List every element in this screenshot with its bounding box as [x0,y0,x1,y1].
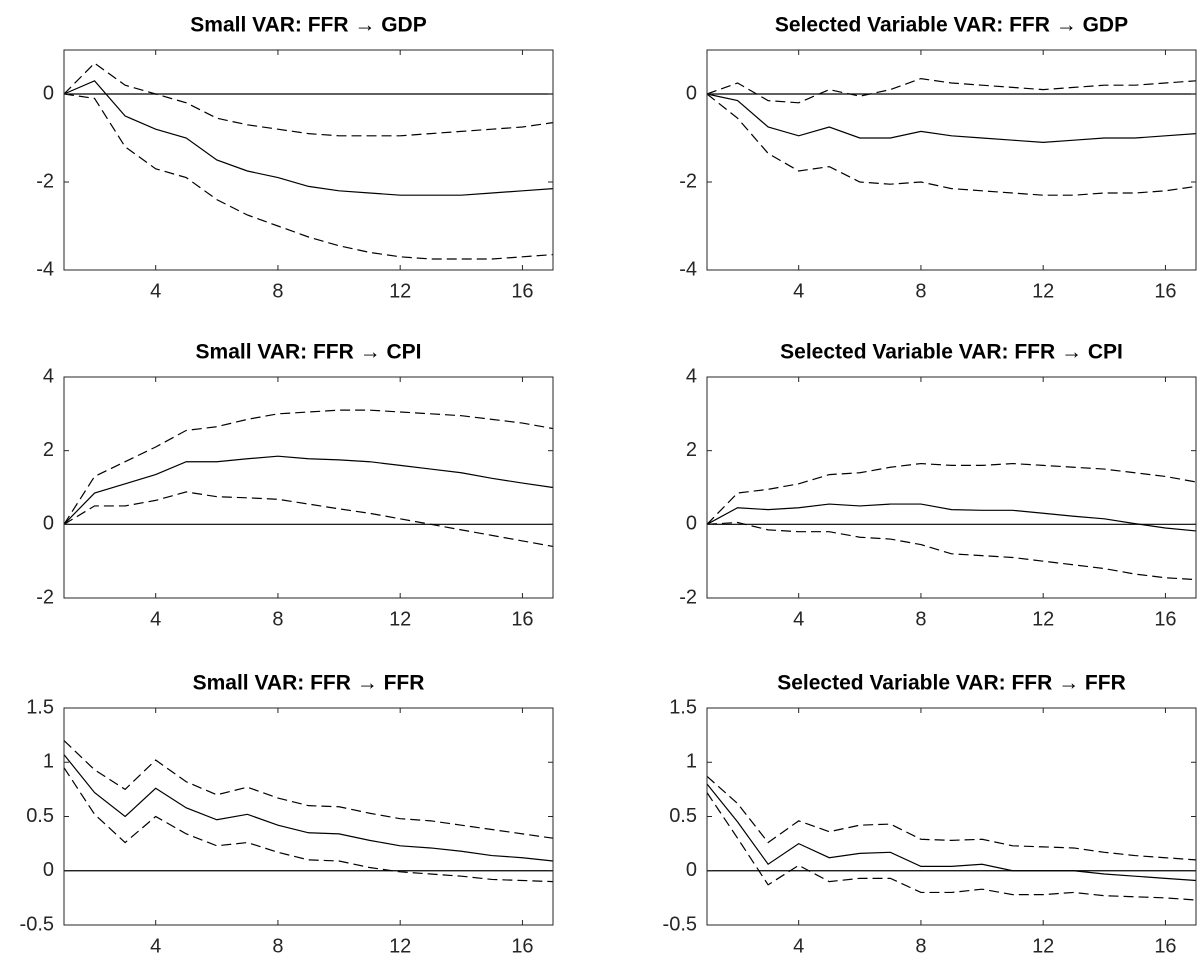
y-tick-label: 1.5 [669,696,697,718]
x-tick-label: 4 [150,608,161,630]
series-line [63,93,554,260]
x-tick-label: 12 [1032,935,1054,957]
y-tick-label: 2 [43,439,54,461]
x-tick-label: 4 [793,280,804,302]
x-tick-label: 8 [915,608,926,630]
y-tick-label: 0 [686,82,697,104]
y-tick-label: 0 [43,82,54,104]
chart-title: Selected Variable VAR: FFR → GDP [775,14,1128,37]
x-tick-label: 12 [389,608,411,630]
x-tick-label: 8 [915,280,926,302]
y-tick-label: -4 [679,258,697,280]
y-tick-label: 0 [686,859,697,881]
x-tick-label: 4 [150,935,161,957]
y-tick-label: -0.5 [20,913,54,935]
y-tick-label: 0.5 [26,805,54,827]
y-tick-label: -2 [36,170,54,192]
x-tick-label: 16 [511,608,533,630]
chart-title: Small VAR: FFR → FFR [193,672,425,695]
axes-frame [63,49,554,271]
y-tick-label: 1.5 [26,696,54,718]
x-tick-label: 8 [272,280,283,302]
x-tick-label: 12 [1032,280,1054,302]
y-tick-label: -0.5 [663,913,697,935]
axes-frame [63,376,554,599]
y-tick-label: 0.5 [669,805,697,827]
chart-title: Selected Variable VAR: FFR → CPI [780,341,1123,364]
y-tick-label: 4 [686,365,697,387]
series-line [63,740,554,839]
series-line [63,62,554,137]
series-line [706,783,1197,882]
x-tick-label: 8 [915,935,926,957]
series-line [706,775,1197,861]
x-tick-label: 16 [1154,935,1176,957]
x-tick-label: 16 [1154,280,1176,302]
series-line [706,792,1197,901]
x-tick-label: 4 [150,280,161,302]
x-tick-label: 8 [272,935,283,957]
series-line [63,409,554,525]
series-line [63,767,554,883]
series-line [63,754,554,862]
y-tick-label: -4 [36,258,54,280]
series-line [706,503,1197,532]
y-tick-label: -2 [679,586,697,608]
series-line [63,491,554,548]
y-tick-label: 1 [43,751,54,773]
series-line [63,455,554,525]
x-tick-label: 12 [389,935,411,957]
y-tick-label: 0 [43,859,54,881]
x-tick-label: 16 [511,935,533,957]
x-tick-label: 16 [511,280,533,302]
y-tick-label: 1 [686,751,697,773]
chart-title: Small VAR: FFR → GDP [190,14,426,37]
series-line [706,93,1197,196]
series-line [706,77,1197,104]
chart-title: Selected Variable VAR: FFR → FFR [777,672,1126,695]
axes-frame [706,707,1197,926]
y-tick-label: 2 [686,439,697,461]
axes-frame [706,376,1197,599]
axes-frame [63,707,554,926]
y-tick-label: 0 [43,513,54,535]
x-tick-label: 12 [1032,608,1054,630]
series-line [63,80,554,196]
y-tick-label: 4 [43,365,54,387]
x-tick-label: 4 [793,935,804,957]
x-tick-label: 8 [272,608,283,630]
series-line [706,521,1197,581]
x-tick-label: 4 [793,608,804,630]
y-tick-label: -2 [36,586,54,608]
x-tick-label: 12 [389,280,411,302]
series-line [706,93,1197,144]
axes-frame [706,49,1197,271]
x-tick-label: 16 [1154,608,1176,630]
chart-title: Small VAR: FFR → CPI [196,341,422,364]
series-line [706,462,1197,525]
y-tick-label: 0 [686,513,697,535]
y-tick-label: -2 [679,170,697,192]
